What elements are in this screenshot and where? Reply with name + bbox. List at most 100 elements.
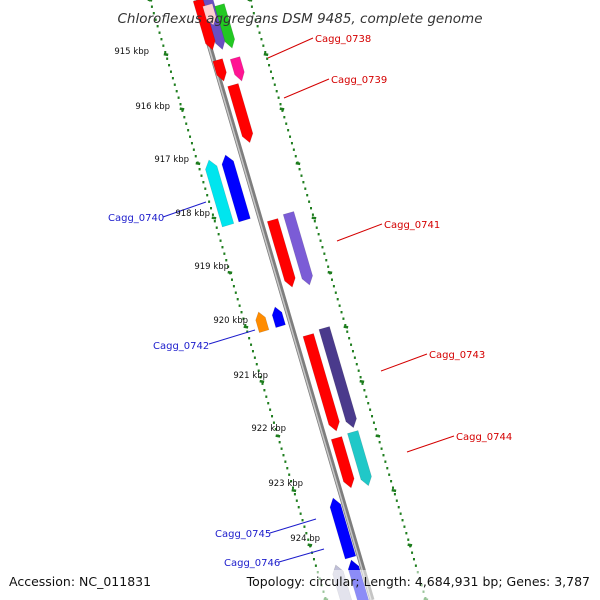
ruler-dot-outer	[397, 506, 400, 509]
leader-cagg-0742	[208, 329, 256, 345]
ruler-dot-outer	[250, 5, 253, 8]
gene-arrow-cagg-0739	[227, 83, 254, 144]
ruler-dot-outer	[355, 363, 358, 366]
gene-label-cagg-0739[interactable]: Cagg_0739	[331, 75, 387, 86]
ruler-label: 915 kbp	[114, 47, 149, 57]
ruler-tick-inner	[195, 161, 201, 166]
ruler-dot-outer	[386, 467, 389, 470]
ruler-dot-inner	[288, 473, 291, 476]
gene-arrow-purple-0741	[282, 211, 313, 286]
ruler-dot-outer	[300, 174, 303, 177]
ruler-tick-inner	[275, 434, 281, 438]
ruler-dot-inner	[238, 304, 241, 307]
ruler-dot-outer	[281, 109, 284, 112]
ruler-dot-outer	[252, 12, 255, 15]
ruler-dot-inner	[250, 343, 253, 346]
ruler-dot-outer	[302, 181, 305, 184]
ruler-dot-inner	[272, 421, 275, 424]
ruler-dot-outer	[311, 213, 314, 216]
ruler-dot-inner	[223, 252, 226, 255]
ruler-dot-outer	[290, 142, 293, 145]
gene-arrow-cagg-0743	[302, 333, 340, 432]
ruler-dot-outer	[294, 155, 297, 158]
ruler-dot-outer	[273, 83, 276, 86]
ruler-dot-outer	[275, 90, 278, 93]
ruler-dot-inner	[307, 538, 310, 541]
ruler-dot-inner	[303, 525, 306, 528]
ruler-tick-outer	[327, 270, 333, 275]
ruler-dot-inner	[257, 369, 260, 372]
ruler-dot-inner	[263, 389, 266, 392]
ruler-dot-outer	[268, 64, 271, 67]
ruler-dot-inner	[162, 44, 165, 47]
ruler-dot-inner	[192, 148, 195, 151]
ruler-dot-inner	[295, 499, 298, 502]
ruler-dot-outer	[401, 519, 404, 522]
ruler-dot-inner	[221, 246, 224, 249]
ruler-dot-outer	[308, 200, 311, 203]
ruler-dot-outer	[306, 194, 309, 197]
ruler-dot-inner	[261, 382, 264, 385]
ruler-dot-inner	[282, 454, 285, 457]
ruler-dot-inner	[234, 291, 237, 294]
map-title: Chloroflexus aggregans DSM 9485, complet…	[117, 11, 482, 27]
ruler-dot-inner	[290, 480, 293, 483]
ruler-dot-inner	[211, 213, 214, 216]
ruler-dot-outer	[338, 304, 341, 307]
ruler-dot-inner	[194, 155, 197, 158]
ruler-dot-inner	[200, 174, 203, 177]
ruler-label: 917 kbp	[154, 155, 189, 165]
gene-label-cagg-0738[interactable]: Cagg_0738	[315, 34, 371, 45]
gene-label-cagg-0743[interactable]: Cagg_0743	[429, 350, 485, 361]
gene-label-cagg-0744[interactable]: Cagg_0744	[456, 432, 512, 443]
ruler-dot-inner	[181, 109, 184, 112]
ruler-tick-inner	[227, 270, 233, 275]
ruler-dot-outer	[378, 441, 381, 444]
gene-label-cagg-0746[interactable]: Cagg_0746	[224, 558, 280, 569]
gene-arrow-green-top	[214, 3, 235, 49]
gene-label-cagg-0745[interactable]: Cagg_0745	[215, 529, 271, 540]
ruler-dot-outer	[348, 337, 351, 340]
ruler-dot-inner	[248, 337, 251, 340]
ruler-dot-outer	[372, 421, 375, 424]
ruler-dot-outer	[315, 226, 318, 229]
ruler-dot-inner	[293, 493, 296, 496]
ruler-dot-inner	[253, 356, 256, 359]
gene-label-cagg-0742[interactable]: Cagg_0742	[153, 341, 209, 352]
ruler-dot-outer	[279, 103, 282, 106]
ruler-label: 920 kbp	[213, 316, 248, 326]
ruler-dot-outer	[264, 51, 267, 54]
ruler-dot-outer	[330, 278, 333, 281]
label-leaders	[162, 37, 455, 563]
ruler-dot-outer	[390, 480, 393, 483]
ruler-dot-outer	[405, 532, 408, 535]
ruler-dot-outer	[313, 220, 316, 223]
ruler-tick-outer	[263, 52, 269, 57]
ruler-dot-inner	[314, 564, 317, 567]
ruler-tick-inner	[211, 216, 217, 220]
ruler-dot-inner	[198, 168, 201, 171]
ruler-dot-outer	[403, 525, 406, 528]
ruler-dot-outer	[277, 96, 280, 99]
ruler-dot-inner	[278, 441, 281, 444]
ruler-dot-outer	[380, 447, 383, 450]
ruler-dot-inner	[179, 103, 182, 106]
ruler-dot-outer	[350, 343, 353, 346]
gene-label-cagg-0740[interactable]: Cagg_0740	[108, 213, 164, 224]
ruler-dot-inner	[305, 532, 308, 535]
ruler-dot-inner	[189, 135, 192, 138]
ruler-dot-inner	[173, 83, 176, 86]
gene-arrow-red-0738	[212, 58, 227, 82]
ruler-dot-outer	[262, 44, 265, 47]
ruler-dot-outer	[353, 356, 356, 359]
ruler-dot-inner	[299, 512, 302, 515]
ruler-dot-outer	[388, 473, 391, 476]
genome-backbone	[193, 0, 375, 600]
ruler-tick-outer	[279, 107, 285, 111]
ruler-dot-outer	[258, 31, 261, 34]
ruler-dot-inner	[168, 64, 171, 67]
gene-label-cagg-0741[interactable]: Cagg_0741	[384, 220, 440, 231]
ruler-dot-outer	[367, 402, 370, 405]
ruler-label: 918 kbp	[175, 209, 210, 219]
gene-arrow-magenta	[229, 56, 245, 82]
